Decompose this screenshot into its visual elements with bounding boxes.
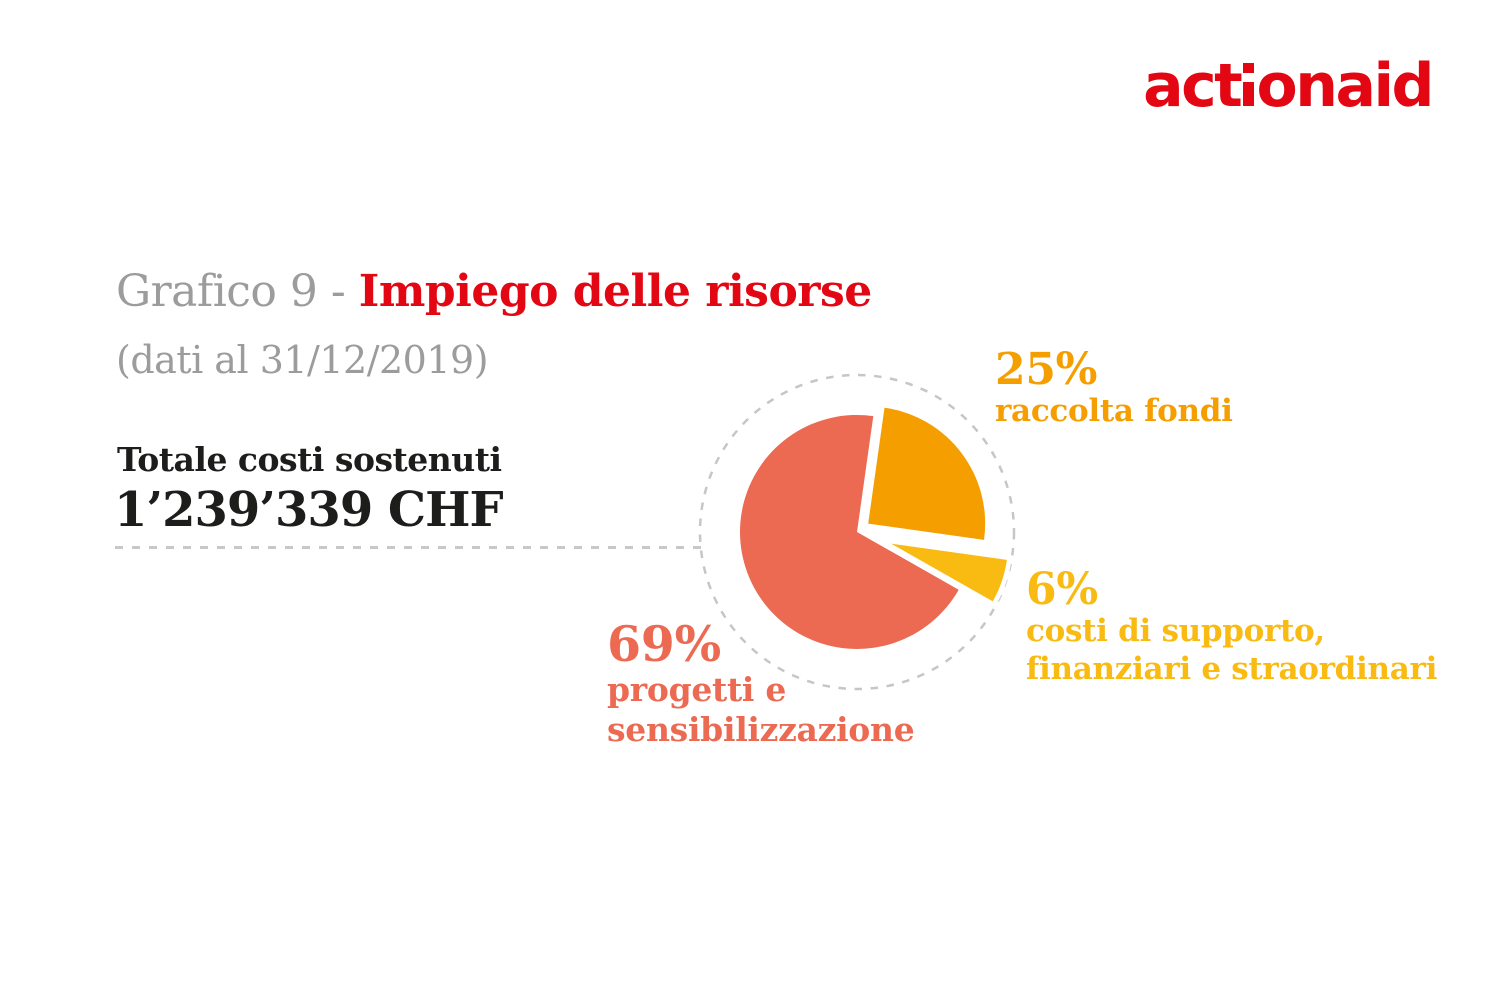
pie-svg	[698, 373, 1016, 691]
callout-label: progetti e	[607, 670, 787, 709]
chart-subtitle: (dati al 31/12/2019)	[116, 338, 489, 382]
callout-pct: 25%	[995, 344, 1098, 395]
total-costs-value: 1’239’339 CHF	[114, 482, 504, 538]
chart-title-prefix: Grafico 9 -	[116, 266, 359, 317]
actionaid-logo: act onaid	[1143, 56, 1434, 116]
callout-pct: 69%	[607, 615, 721, 673]
pie-guide-circle	[698, 373, 1016, 691]
chart-title-main: Impiego delle risorse	[358, 266, 873, 317]
connector-dashed-line	[115, 546, 701, 549]
pie-slice-raccolta	[863, 402, 990, 545]
logo-text-act: act	[1143, 51, 1243, 121]
pie-slice-costi	[888, 539, 1012, 608]
callout-label: sensibilizzazione	[607, 710, 915, 750]
logo-i-glyph	[1243, 62, 1254, 106]
callout-progetti: 69% progetti e sensibilizzazione	[607, 615, 915, 750]
pie-slice-progetti	[735, 410, 965, 654]
callout-label: raccolta fondi	[995, 393, 1233, 429]
callout-pct: 6%	[1026, 564, 1098, 615]
callout-raccolta-fondi: 25% raccolta fondi	[995, 348, 1233, 430]
callout-costi-di-supporto: 6% costi di supporto, finanziari e strao…	[1026, 568, 1437, 688]
logo-i-stem	[1243, 82, 1254, 106]
logo-i-dot	[1243, 62, 1254, 73]
logo-text-onaid: onaid	[1256, 51, 1435, 121]
callout-label: costi di supporto,	[1026, 613, 1325, 649]
total-costs-label: Totale costi sostenuti	[117, 440, 502, 479]
pie-chart	[687, 362, 1027, 702]
callout-label: finanziari e straordinari	[1026, 650, 1438, 687]
chart-title: Grafico 9 - Impiego delle risorse	[116, 266, 873, 317]
